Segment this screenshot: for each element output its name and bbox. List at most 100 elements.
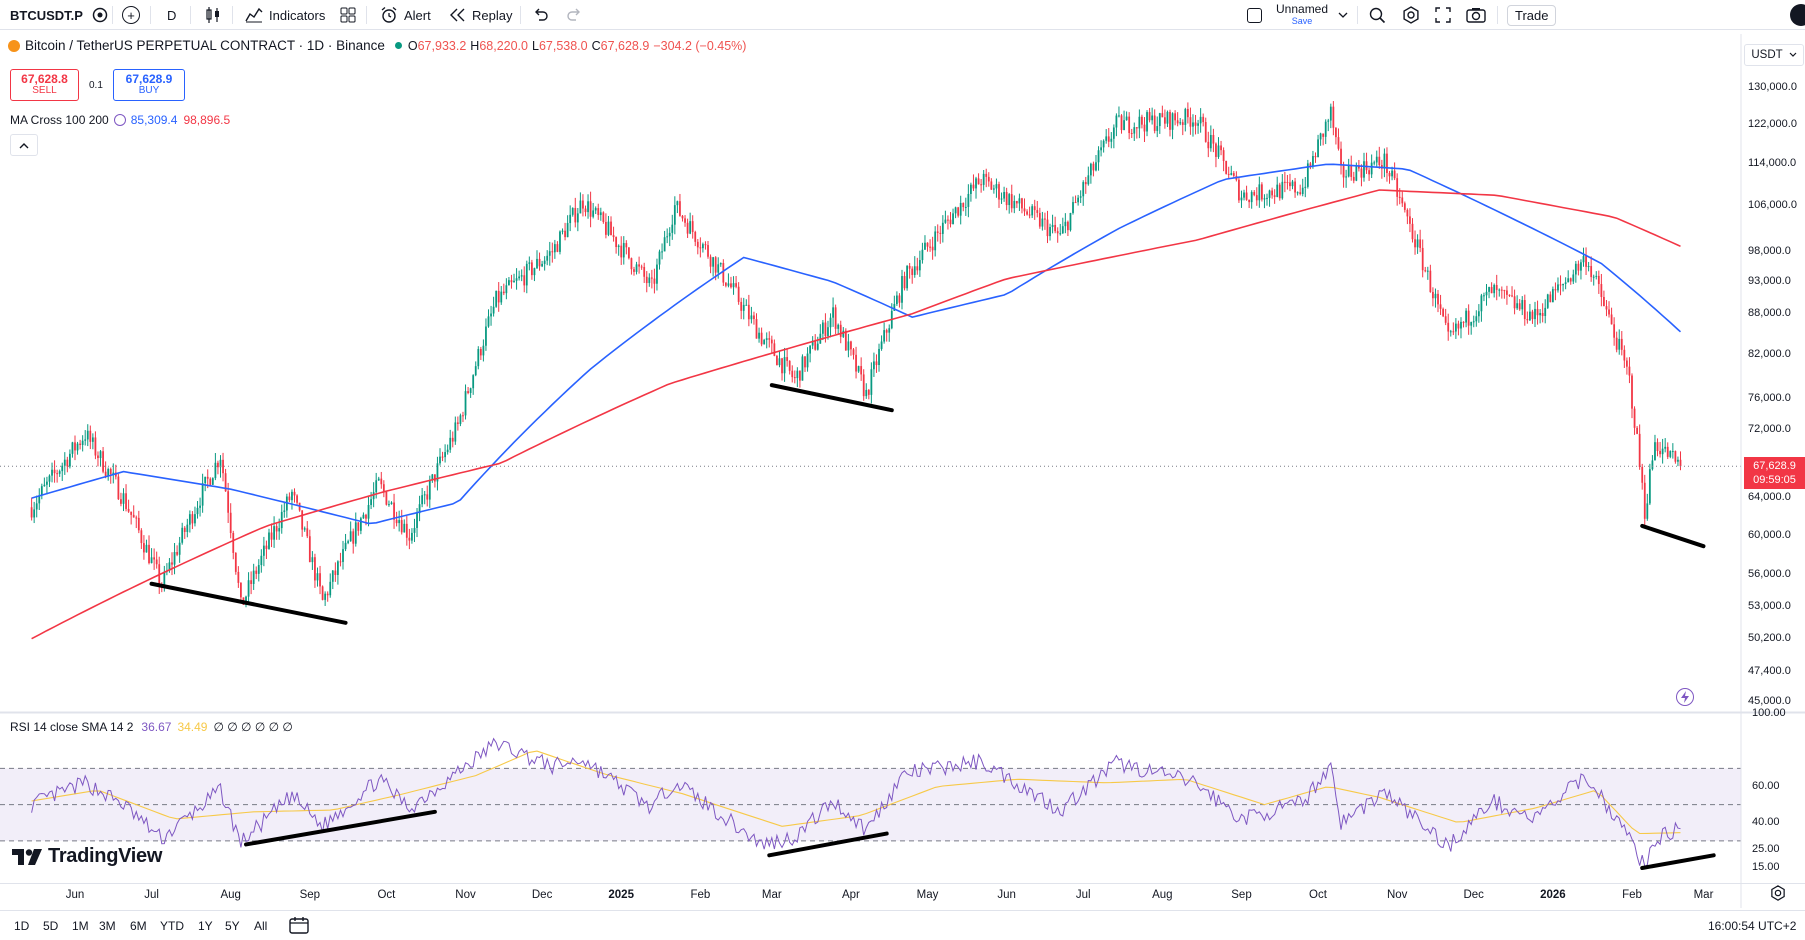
price-tick-label: 114,000.0 — [1748, 157, 1797, 169]
candle-body — [1031, 206, 1034, 216]
candle-body — [155, 559, 158, 565]
sell-button[interactable]: 67,628.8 SELL — [10, 69, 79, 101]
candle-body — [1059, 233, 1062, 235]
chart-canvas[interactable] — [0, 0, 1805, 910]
market-open-dot — [394, 42, 402, 49]
date-range-button[interactable] — [289, 916, 309, 937]
candle-body — [91, 437, 94, 442]
candle-body — [1426, 270, 1429, 272]
range-button-6m[interactable]: 6M — [130, 919, 147, 933]
alert-button[interactable]: Alert — [380, 0, 431, 30]
symbol-title[interactable]: Bitcoin / TetherUS PERPETUAL CONTRACT · … — [25, 38, 385, 53]
ma-slow-value: 98,896.5 — [183, 113, 231, 127]
candle-body — [1564, 282, 1567, 284]
templates-button[interactable] — [340, 0, 356, 30]
symbol-info-icon[interactable] — [92, 0, 108, 30]
candle-body — [112, 472, 115, 475]
snapshot-button[interactable] — [1466, 0, 1486, 30]
settings-button[interactable] — [1402, 0, 1420, 30]
axis-settings-button[interactable] — [1770, 885, 1786, 906]
candle-body — [1587, 266, 1590, 268]
buy-button[interactable]: 67,628.9 BUY — [113, 69, 185, 101]
layout-name-button[interactable]: Unnamed Save — [1276, 0, 1328, 30]
candle-body — [1230, 173, 1233, 175]
candle-body — [1100, 147, 1102, 151]
candle-body — [1312, 156, 1314, 167]
range-button-1m[interactable]: 1M — [72, 919, 89, 933]
tradingview-logo[interactable]: TradingView — [12, 845, 162, 868]
undo-button[interactable] — [533, 0, 549, 30]
rsi-legend[interactable]: RSI 14 close SMA 14 2 36.67 34.49 ∅ ∅ ∅ … — [10, 720, 293, 734]
candle-body — [94, 437, 97, 456]
quick-search-button[interactable] — [1368, 0, 1386, 30]
candle-body — [342, 549, 344, 562]
candle-body — [633, 269, 635, 272]
lightning-icon[interactable] — [1676, 688, 1694, 706]
candle-body — [390, 502, 393, 505]
chart-type-button[interactable] — [205, 0, 221, 30]
candle-body — [71, 442, 74, 454]
candle-body — [403, 523, 406, 533]
candle-body — [1636, 427, 1638, 434]
candle-body — [462, 415, 464, 417]
trade-button[interactable]: Trade — [1507, 0, 1557, 30]
candle-body — [939, 232, 942, 234]
candle-body — [1608, 309, 1610, 315]
candle-body — [1164, 117, 1166, 124]
range-button-3m[interactable]: 3M — [99, 919, 116, 933]
candle-body — [43, 484, 46, 487]
candle-body — [1217, 145, 1220, 157]
range-button-1d[interactable]: 1D — [14, 919, 30, 933]
replay-button[interactable]: Replay — [450, 0, 512, 30]
candle-body — [48, 475, 51, 482]
compare-symbol-button[interactable]: + — [122, 0, 140, 30]
time-tick-label: Sep — [1231, 889, 1252, 901]
fullscreen-icon — [1435, 7, 1451, 23]
candle-body — [508, 280, 510, 286]
symbol-search-button[interactable]: BTCUSDT.P — [10, 0, 83, 30]
candle-body — [1197, 123, 1199, 126]
candle-body — [737, 286, 740, 302]
candle-body — [1357, 165, 1360, 169]
range-button-5d[interactable]: 5D — [43, 919, 59, 933]
candle-body — [1352, 176, 1355, 181]
candle-body — [1156, 126, 1159, 131]
account-avatar[interactable] — [1790, 4, 1805, 26]
layout-checkbox[interactable] — [1247, 0, 1262, 30]
candle-body — [1199, 116, 1202, 124]
candle-body — [1396, 178, 1399, 197]
clock[interactable]: 16:00:54 UTC+2 — [1708, 919, 1797, 933]
candle-body — [1263, 198, 1266, 200]
candle-body — [367, 504, 370, 519]
range-button-all[interactable]: All — [254, 919, 268, 933]
candle-body — [929, 246, 931, 248]
collapse-legend-button[interactable] — [10, 134, 38, 156]
chevron-down-icon[interactable] — [1338, 0, 1348, 30]
price-tick-label: 76,000.0 — [1748, 391, 1791, 404]
candle-body — [337, 561, 339, 575]
candle-body — [270, 532, 273, 540]
interval-button[interactable]: D — [167, 0, 176, 30]
candle-body — [1610, 314, 1613, 325]
candle-body — [745, 304, 748, 306]
candle-body — [1600, 284, 1603, 297]
range-button-5y[interactable]: 5Y — [225, 919, 240, 933]
currency-selector[interactable]: USDT — [1744, 44, 1804, 66]
range-button-ytd[interactable]: YTD — [160, 919, 184, 933]
fullscreen-button[interactable] — [1435, 0, 1451, 30]
ma-legend[interactable]: MA Cross 100 200 85,309.4 98,896.5 — [10, 113, 230, 127]
redo-button[interactable] — [566, 0, 582, 30]
candle-body — [125, 493, 127, 509]
candle-body — [1271, 190, 1273, 196]
candle-body — [296, 495, 298, 503]
candle-body — [1299, 192, 1302, 195]
candle-body — [765, 338, 768, 340]
candle-body — [1511, 295, 1513, 297]
time-axis[interactable]: Jun Jul Aug Sep Oct Nov Dec 2025 Feb Mar Apr May Jun… — [0, 884, 1741, 908]
indicators-button[interactable]: Indicators — [245, 0, 325, 30]
candle-body — [753, 315, 755, 320]
candle-body — [773, 343, 776, 356]
candle-body — [656, 264, 658, 284]
range-button-1y[interactable]: 1Y — [198, 919, 213, 933]
candle-body — [816, 343, 819, 350]
